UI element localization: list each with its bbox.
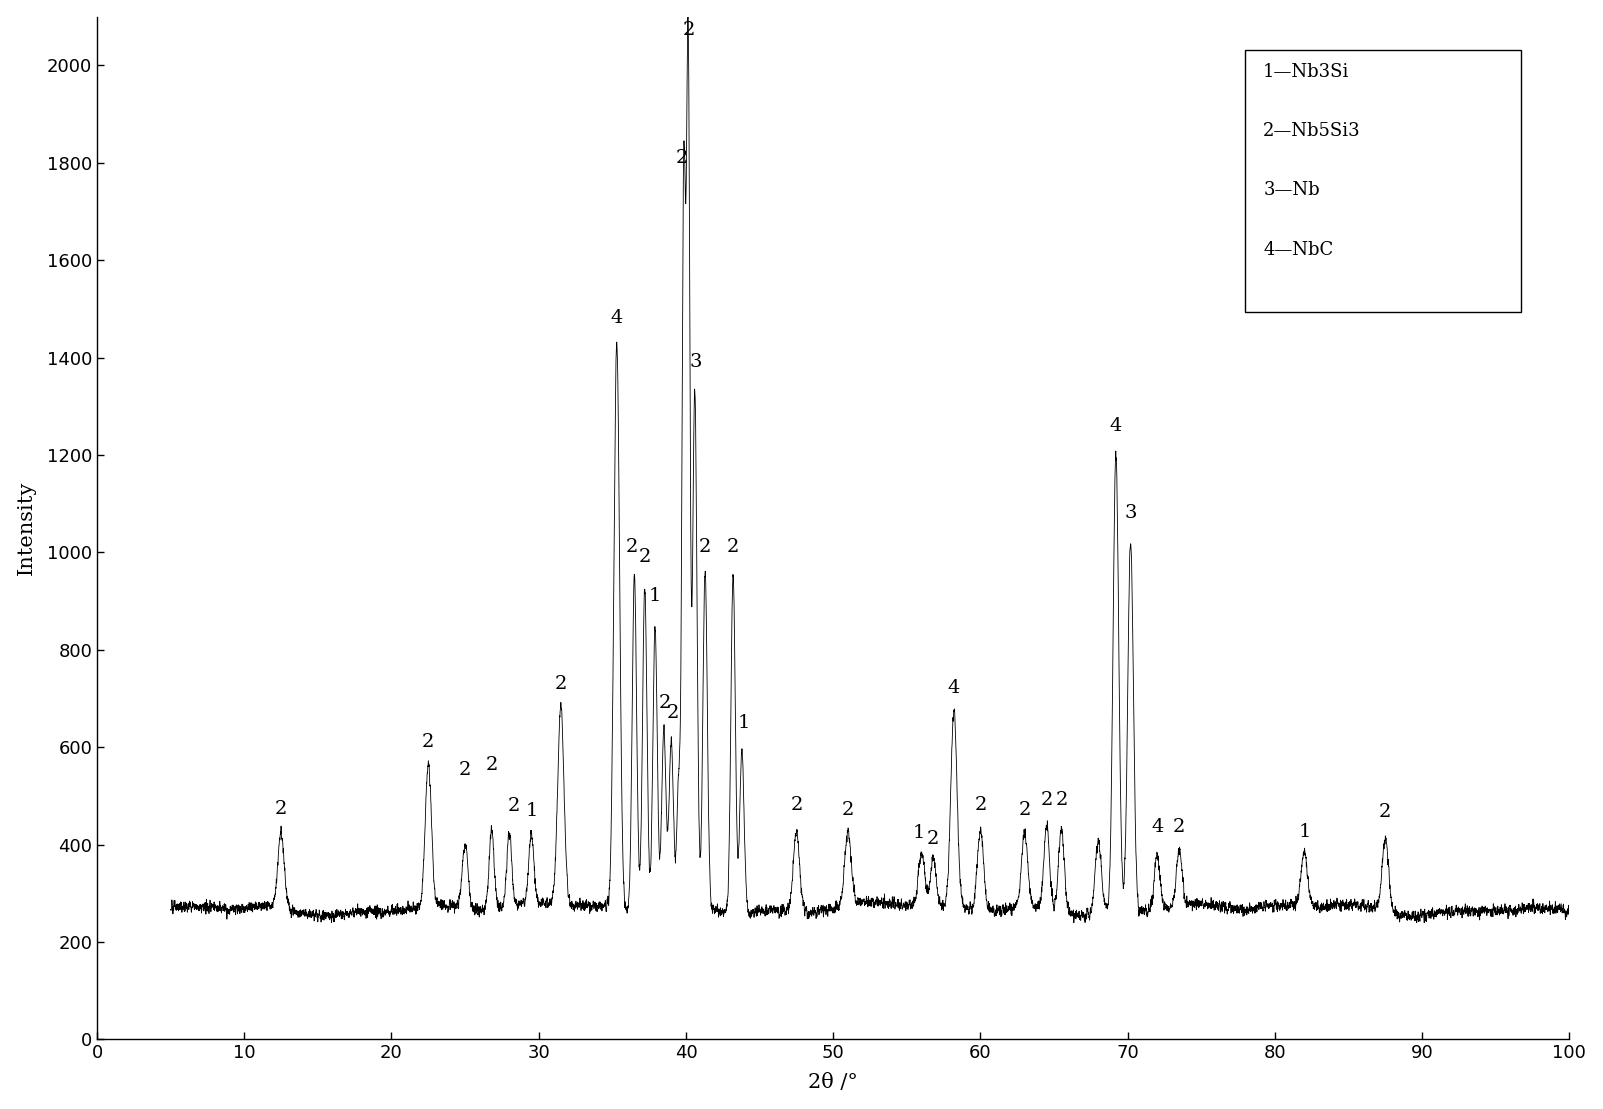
Text: 2: 2 <box>726 538 739 557</box>
Text: 2: 2 <box>790 796 803 814</box>
Text: 2: 2 <box>1379 803 1391 821</box>
FancyBboxPatch shape <box>1246 50 1521 313</box>
Text: 2—Nb5Si3: 2—Nb5Si3 <box>1263 122 1361 140</box>
Y-axis label: Intensity: Intensity <box>16 481 35 576</box>
Text: 1: 1 <box>737 713 750 732</box>
X-axis label: 2θ /°: 2θ /° <box>808 1074 858 1092</box>
Text: 2: 2 <box>842 801 854 820</box>
Text: 2: 2 <box>699 538 712 557</box>
Text: 4: 4 <box>1151 817 1164 836</box>
Text: 4: 4 <box>611 309 624 327</box>
Text: 4: 4 <box>1109 417 1122 435</box>
Text: 2: 2 <box>1055 792 1068 810</box>
Text: 1: 1 <box>526 802 537 821</box>
Text: 2: 2 <box>927 831 939 848</box>
Text: 1: 1 <box>1298 823 1311 841</box>
Text: 2: 2 <box>486 756 499 774</box>
Text: 1: 1 <box>649 587 660 604</box>
Text: 2: 2 <box>422 733 434 751</box>
Text: 2: 2 <box>458 761 471 779</box>
Text: 2: 2 <box>1040 792 1053 810</box>
Text: 3: 3 <box>1124 505 1137 522</box>
Text: 2: 2 <box>555 674 567 693</box>
Text: 2: 2 <box>625 538 638 557</box>
Text: 2: 2 <box>638 548 651 566</box>
Text: 2: 2 <box>274 800 287 817</box>
Text: 2: 2 <box>676 149 688 166</box>
Text: 2: 2 <box>508 797 519 815</box>
Text: 2: 2 <box>1173 817 1185 836</box>
Text: 1: 1 <box>912 824 925 842</box>
Text: 2: 2 <box>975 796 986 814</box>
Text: 3: 3 <box>689 353 702 372</box>
Text: 4—NbC: 4—NbC <box>1263 241 1334 258</box>
Text: 2: 2 <box>659 694 672 712</box>
Text: 4: 4 <box>947 680 960 698</box>
Text: 3—Nb: 3—Nb <box>1263 181 1319 200</box>
Text: 2: 2 <box>1018 801 1031 820</box>
Text: 2: 2 <box>667 704 680 722</box>
Text: 1—Nb3Si: 1—Nb3Si <box>1263 63 1350 81</box>
Text: 2: 2 <box>683 21 696 39</box>
